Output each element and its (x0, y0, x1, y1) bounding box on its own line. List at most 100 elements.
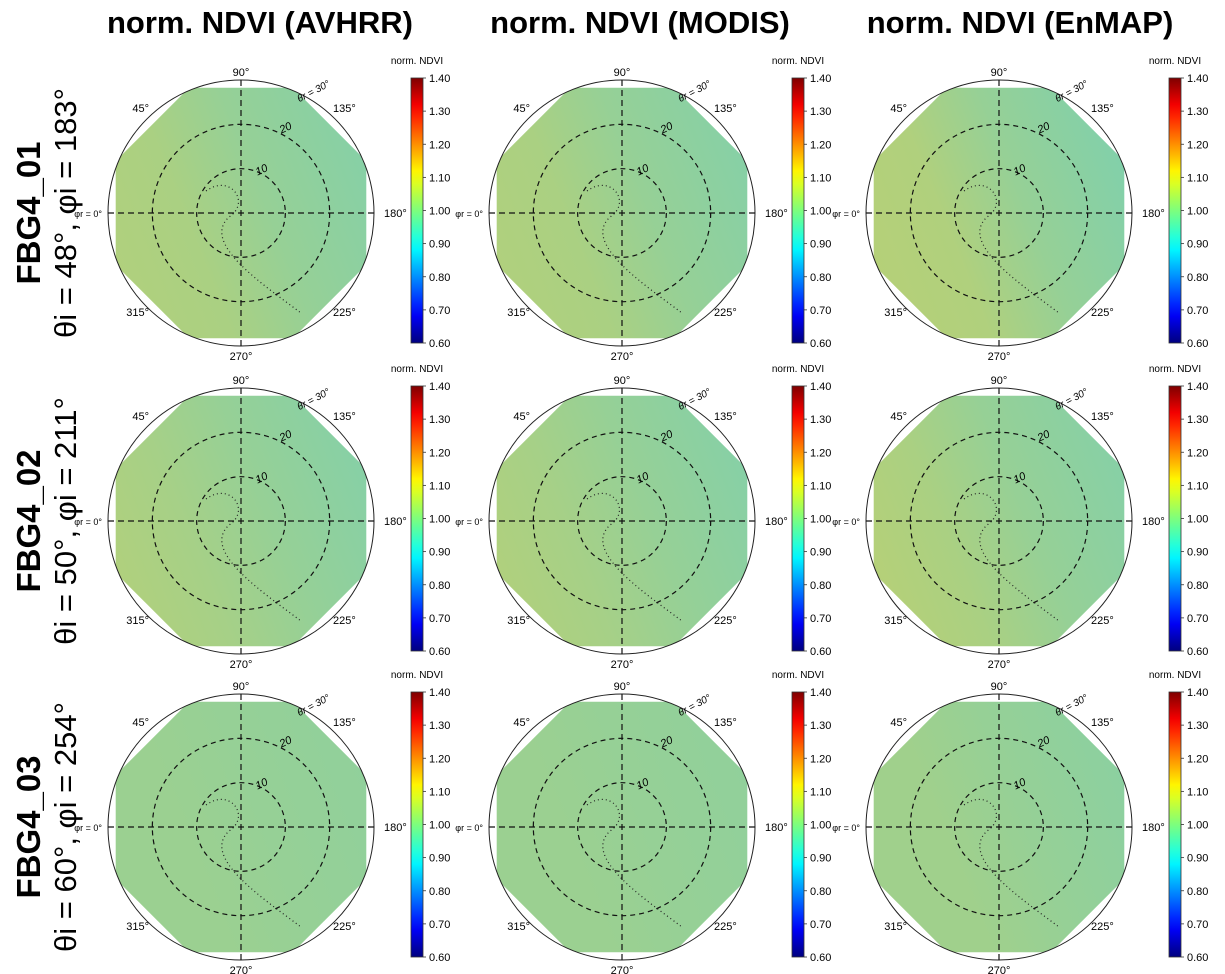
colorbar-title: norm. NDVI (391, 364, 443, 375)
colorbar-tick-label: 0.90 (429, 239, 450, 251)
contour-line (205, 184, 302, 314)
colorbar-tick-label: 0.80 (810, 886, 831, 898)
azimuth-label: 225° (714, 615, 737, 627)
colorbar-tick-label: 1.00 (810, 206, 831, 218)
colorbar-tick-label: 0.80 (429, 886, 450, 898)
colorbar-gradient (410, 691, 424, 958)
colorbar-tick-label: 0.70 (429, 919, 450, 931)
colorbar: norm. NDVI 1.40 1.30 1.20 1.10 1.00 0.90 0.80 0.… (391, 364, 451, 658)
azimuth-label: 45° (890, 411, 907, 423)
colorbar-gradient (1168, 691, 1182, 958)
azimuth-label: 315° (126, 921, 149, 933)
ring-label: θr = 30° (296, 79, 332, 105)
colorbar-tick-label: 1.30 (1187, 720, 1208, 732)
colorbar-title: norm. NDVI (391, 56, 443, 67)
colorbar-tick-label: 1.40 (429, 73, 450, 85)
row-label-condition: θi = 50°, φi = 211° (48, 397, 83, 645)
azimuth-label: 90° (233, 681, 250, 693)
azimuth-label: 225° (1091, 307, 1114, 319)
colorbar-tick-label: 0.80 (1187, 580, 1208, 592)
azimuth-label: 45° (890, 103, 907, 115)
colorbar-tick-label: 0.90 (429, 853, 450, 865)
colorbar-tick-label: 1.30 (1187, 414, 1208, 426)
contour-line (963, 798, 1060, 928)
azimuth-label: 270° (611, 965, 634, 974)
zenith-ring (577, 476, 667, 566)
azimuth-label: 225° (333, 307, 356, 319)
colorbar-tick-label: 0.90 (810, 853, 831, 865)
colorbar-title: norm. NDVI (1149, 364, 1201, 375)
colorbar-tick-label: 1.40 (810, 73, 831, 85)
azimuth-label: 180° (765, 516, 788, 528)
ring-label: 20 (658, 120, 676, 137)
azimuth-label: 315° (507, 615, 530, 627)
column-titles: norm. NDVI (AVHRR) norm. NDVI (MODIS) norm… (107, 5, 1173, 40)
colorbar-tick-label: 0.60 (429, 646, 450, 658)
azimuth-label: 180° (384, 516, 407, 528)
colorbar-tick-label: 1.10 (429, 786, 450, 798)
colorbar-tick-label: 1.10 (810, 172, 831, 184)
row-label-condition: θi = 48°, φi = 183° (48, 88, 83, 338)
azimuth-label: 45° (132, 103, 149, 115)
colorbar-tick-label: 0.70 (810, 919, 831, 931)
colorbar-tick-label: 1.40 (1187, 381, 1208, 393)
colorbar-tick-label: 0.90 (1187, 239, 1208, 251)
azimuth-label: 45° (513, 411, 530, 423)
ring-label: 20 (277, 734, 295, 751)
ring-label: 10 (635, 776, 652, 792)
ring-label: θr = 30° (1054, 79, 1090, 105)
colorbar-gradient (410, 385, 424, 652)
azimuth-label: 270° (988, 965, 1011, 974)
contour-line (586, 798, 683, 928)
colorbar-tick-label: 0.70 (1187, 613, 1208, 625)
colorbar-tick-label: 1.00 (1187, 206, 1208, 218)
colorbar-tick-label: 0.80 (1187, 886, 1208, 898)
ring-label: 20 (658, 734, 676, 751)
row-label: FBG4_03 θi = 60°, φi = 254° (10, 702, 83, 952)
colorbar-tick-label: 1.20 (429, 447, 450, 459)
zenith-ring (196, 168, 286, 258)
contour-line (205, 492, 302, 622)
azimuth-label: 135° (714, 103, 737, 115)
azimuth-label: φr = 0° (455, 209, 483, 219)
azimuth-label: 225° (714, 921, 737, 933)
colorbar-tick-label: 0.70 (1187, 305, 1208, 317)
azimuth-label: 180° (1142, 208, 1165, 220)
azimuth-label: 225° (1091, 921, 1114, 933)
colorbar-tick-label: 0.60 (1187, 952, 1208, 964)
ring-label: 20 (1035, 428, 1053, 445)
azimuth-label: 225° (714, 307, 737, 319)
colorbar-tick-label: 1.40 (1187, 687, 1208, 699)
ring-label: 10 (635, 470, 652, 486)
zenith-ring (954, 476, 1044, 566)
ring-label: 10 (254, 776, 271, 792)
ring-label: θr = 30° (677, 693, 713, 719)
contour-line (963, 492, 1060, 622)
azimuth-label: 270° (230, 965, 253, 974)
colorbar-tick-label: 0.60 (810, 338, 831, 350)
colorbar-tick-label: 1.40 (429, 687, 450, 699)
colorbar-tick-label: 0.70 (810, 305, 831, 317)
colorbar-tick-label: 1.20 (810, 139, 831, 151)
colorbar-tick-label: 1.40 (429, 381, 450, 393)
row-label-name: FBG4_03 (10, 755, 47, 898)
zenith-ring (577, 168, 667, 258)
colorbar-tick-label: 0.80 (810, 580, 831, 592)
colorbar-tick-label: 0.80 (429, 580, 450, 592)
contour-line (586, 492, 683, 622)
colorbar-tick-label: 1.10 (429, 172, 450, 184)
colorbar-tick-label: 1.00 (429, 514, 450, 526)
azimuth-label: 180° (765, 822, 788, 834)
colorbar-tick-label: 1.40 (810, 687, 831, 699)
colorbar-title: norm. NDVI (1149, 670, 1201, 681)
colorbar-tick-label: 1.40 (1187, 73, 1208, 85)
colorbar-tick-label: 1.20 (1187, 753, 1208, 765)
colorbar-gradient (410, 77, 424, 344)
colorbar-tick-label: 1.00 (1187, 820, 1208, 832)
colorbar-gradient (791, 691, 805, 958)
colorbar-tick-label: 0.70 (810, 613, 831, 625)
colorbar: norm. NDVI 1.40 1.30 1.20 1.10 1.00 0.90 0.80 0.… (391, 670, 451, 964)
